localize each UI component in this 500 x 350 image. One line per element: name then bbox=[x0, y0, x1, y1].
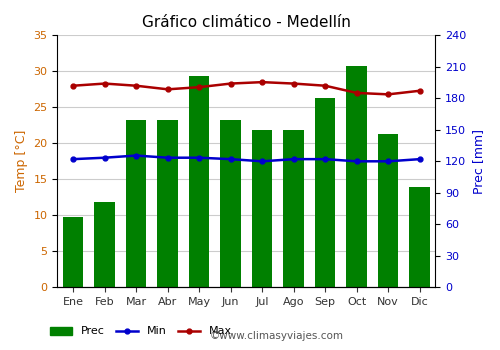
Bar bbox=[126, 120, 146, 287]
Legend: Prec, Min, Max: Prec, Min, Max bbox=[46, 322, 237, 341]
Bar bbox=[189, 76, 210, 287]
Bar bbox=[94, 202, 115, 287]
Bar bbox=[284, 130, 304, 287]
Bar bbox=[378, 134, 398, 287]
Y-axis label: Temp [°C]: Temp [°C] bbox=[15, 130, 28, 192]
Bar bbox=[63, 217, 84, 287]
Y-axis label: Prec [mm]: Prec [mm] bbox=[472, 129, 485, 194]
Bar bbox=[315, 98, 336, 287]
Bar bbox=[410, 187, 430, 287]
Bar bbox=[158, 120, 178, 287]
Text: ©www.climasyviajes.com: ©www.climasyviajes.com bbox=[210, 331, 344, 341]
Bar bbox=[346, 65, 367, 287]
Title: Gráfico climático - Medellín: Gráfico climático - Medellín bbox=[142, 15, 351, 30]
Bar bbox=[220, 120, 241, 287]
Bar bbox=[252, 130, 272, 287]
